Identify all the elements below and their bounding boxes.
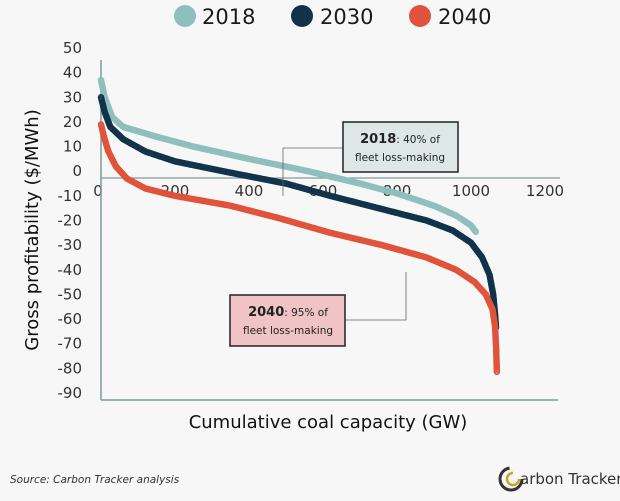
- annotation-2040-box: [229, 294, 346, 347]
- y-tick-label: 30: [63, 88, 82, 106]
- svg-text:2018: 40% of: 2018: 40% of: [360, 132, 440, 147]
- data-point-2040: [493, 368, 501, 376]
- logo-text: arbon Tracker: [520, 470, 620, 488]
- y-tick-label: -80: [58, 359, 83, 377]
- y-tick-label: -60: [58, 310, 83, 328]
- annotation-2040: 2040: 95% of fleet loss-making: [229, 272, 407, 347]
- legend-marker-2030: [291, 5, 313, 27]
- annotation-2018: 2018: 40% of fleet loss-making: [282, 121, 459, 196]
- x-tick-label: 0: [93, 182, 103, 200]
- annotation-2018-year: 2018: [360, 132, 396, 147]
- y-tick-label: -30: [58, 236, 83, 254]
- data-point-2018: [472, 228, 480, 236]
- source-note: Source: Carbon Tracker analysis: [10, 474, 180, 486]
- annotation-2018-text: : 40% of: [396, 134, 440, 146]
- svg-text:2040: 95% of: 2040: 95% of: [248, 305, 328, 320]
- y-tick-label: -10: [58, 187, 83, 205]
- series-2040: [97, 121, 501, 376]
- y-tick-label: -50: [58, 285, 83, 303]
- y-tick-label: -70: [58, 335, 83, 353]
- annotation-2040-line2: fleet loss-making: [243, 325, 333, 337]
- x-tick-label: 1200: [526, 182, 564, 200]
- legend-label-2018: 2018: [202, 5, 255, 29]
- annotation-2018-leader: [282, 147, 343, 196]
- y-tick-label: 20: [63, 113, 82, 131]
- legend-label-2040: 2040: [438, 5, 491, 29]
- annotation-2040-year: 2040: [248, 305, 284, 320]
- annotation-2040-leader: [345, 272, 407, 321]
- y-tick-label: -20: [58, 212, 83, 230]
- annotation-2018-box: [342, 121, 459, 173]
- legend-marker-2040: [409, 5, 431, 27]
- y-tick-label: 10: [63, 138, 82, 156]
- legend-label-2030: 2030: [320, 5, 373, 29]
- carbon-tracker-logo: arbon Tracker: [498, 466, 620, 492]
- annotation-2018-line2: fleet loss-making: [355, 152, 445, 164]
- x-axis-title: Cumulative coal capacity (GW): [189, 412, 468, 433]
- legend: 2018 2030 2040: [174, 5, 491, 29]
- y-axis-title: Gross profitability ($/MWh): [22, 109, 43, 350]
- y-tick-label: -90: [58, 384, 83, 402]
- x-tick-label: 400: [235, 182, 264, 200]
- x-tick-label: 1000: [452, 182, 490, 200]
- annotation-2040-text: : 95% of: [284, 307, 328, 319]
- y-tick-label: 50: [63, 39, 82, 57]
- legend-marker-2018: [174, 5, 196, 27]
- y-tick-label: 0: [72, 162, 82, 180]
- y-tick-label: 40: [63, 64, 82, 82]
- y-tick-label: -40: [58, 261, 83, 279]
- series-2030: [97, 94, 500, 331]
